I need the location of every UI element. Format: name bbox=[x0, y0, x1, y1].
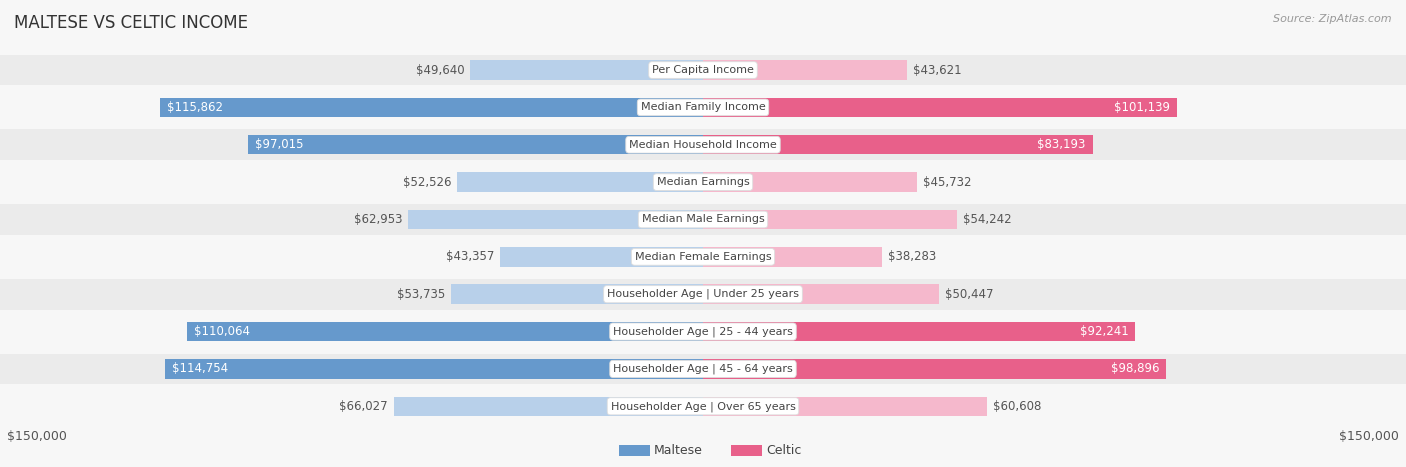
Text: $43,357: $43,357 bbox=[446, 250, 494, 263]
Text: MALTESE VS CELTIC INCOME: MALTESE VS CELTIC INCOME bbox=[14, 14, 247, 32]
Bar bbox=[0, 92, 1406, 123]
Text: $38,283: $38,283 bbox=[889, 250, 936, 263]
Text: Householder Age | Over 65 years: Householder Age | Over 65 years bbox=[610, 401, 796, 411]
Bar bbox=[471, 60, 703, 80]
Bar bbox=[394, 396, 703, 416]
Bar bbox=[451, 284, 703, 304]
Text: $52,526: $52,526 bbox=[402, 176, 451, 189]
Text: $62,953: $62,953 bbox=[354, 213, 402, 226]
Bar bbox=[499, 247, 703, 267]
Bar bbox=[0, 167, 1406, 198]
Text: $98,896: $98,896 bbox=[1111, 362, 1160, 375]
Text: Source: ZipAtlas.com: Source: ZipAtlas.com bbox=[1274, 14, 1392, 24]
Text: $110,064: $110,064 bbox=[194, 325, 250, 338]
Bar bbox=[0, 279, 1406, 310]
Text: Householder Age | 25 - 44 years: Householder Age | 25 - 44 years bbox=[613, 326, 793, 337]
Text: $92,241: $92,241 bbox=[1080, 325, 1128, 338]
Text: $43,621: $43,621 bbox=[912, 64, 962, 77]
Text: Householder Age | Under 25 years: Householder Age | Under 25 years bbox=[607, 289, 799, 299]
Bar bbox=[703, 172, 917, 192]
Text: $50,447: $50,447 bbox=[945, 288, 994, 301]
Text: $97,015: $97,015 bbox=[256, 138, 304, 151]
Text: Per Capita Income: Per Capita Income bbox=[652, 65, 754, 75]
Text: $114,754: $114,754 bbox=[172, 362, 228, 375]
Bar bbox=[703, 396, 987, 416]
Text: Maltese: Maltese bbox=[654, 444, 703, 457]
Bar bbox=[0, 241, 1406, 272]
Bar bbox=[165, 359, 703, 379]
Bar bbox=[0, 55, 1406, 85]
Bar bbox=[703, 284, 939, 304]
Bar bbox=[249, 135, 703, 155]
Text: $66,027: $66,027 bbox=[339, 400, 388, 413]
Bar bbox=[0, 129, 1406, 160]
Text: $150,000: $150,000 bbox=[7, 430, 67, 443]
Text: $115,862: $115,862 bbox=[167, 101, 224, 114]
Bar bbox=[187, 322, 703, 341]
Bar bbox=[457, 172, 703, 192]
Bar bbox=[0, 204, 1406, 235]
Text: $60,608: $60,608 bbox=[993, 400, 1040, 413]
Bar bbox=[703, 210, 957, 229]
Bar bbox=[703, 359, 1167, 379]
Bar bbox=[0, 354, 1406, 384]
Text: Median Family Income: Median Family Income bbox=[641, 102, 765, 113]
Bar bbox=[703, 135, 1092, 155]
Text: $54,242: $54,242 bbox=[963, 213, 1011, 226]
Text: $49,640: $49,640 bbox=[416, 64, 465, 77]
Bar bbox=[160, 98, 703, 117]
Text: Median Female Earnings: Median Female Earnings bbox=[634, 252, 772, 262]
Text: $53,735: $53,735 bbox=[398, 288, 446, 301]
Text: $150,000: $150,000 bbox=[1339, 430, 1399, 443]
Bar bbox=[703, 98, 1177, 117]
Text: Median Earnings: Median Earnings bbox=[657, 177, 749, 187]
Bar bbox=[703, 60, 907, 80]
Bar bbox=[703, 247, 883, 267]
Text: Celtic: Celtic bbox=[766, 444, 801, 457]
Text: $45,732: $45,732 bbox=[922, 176, 972, 189]
Text: Householder Age | 45 - 64 years: Householder Age | 45 - 64 years bbox=[613, 364, 793, 374]
Text: $101,139: $101,139 bbox=[1114, 101, 1170, 114]
Bar bbox=[703, 322, 1135, 341]
Text: $83,193: $83,193 bbox=[1038, 138, 1085, 151]
Bar bbox=[0, 391, 1406, 422]
Text: Median Household Income: Median Household Income bbox=[628, 140, 778, 150]
Text: Median Male Earnings: Median Male Earnings bbox=[641, 214, 765, 225]
Bar bbox=[0, 316, 1406, 347]
Bar bbox=[408, 210, 703, 229]
